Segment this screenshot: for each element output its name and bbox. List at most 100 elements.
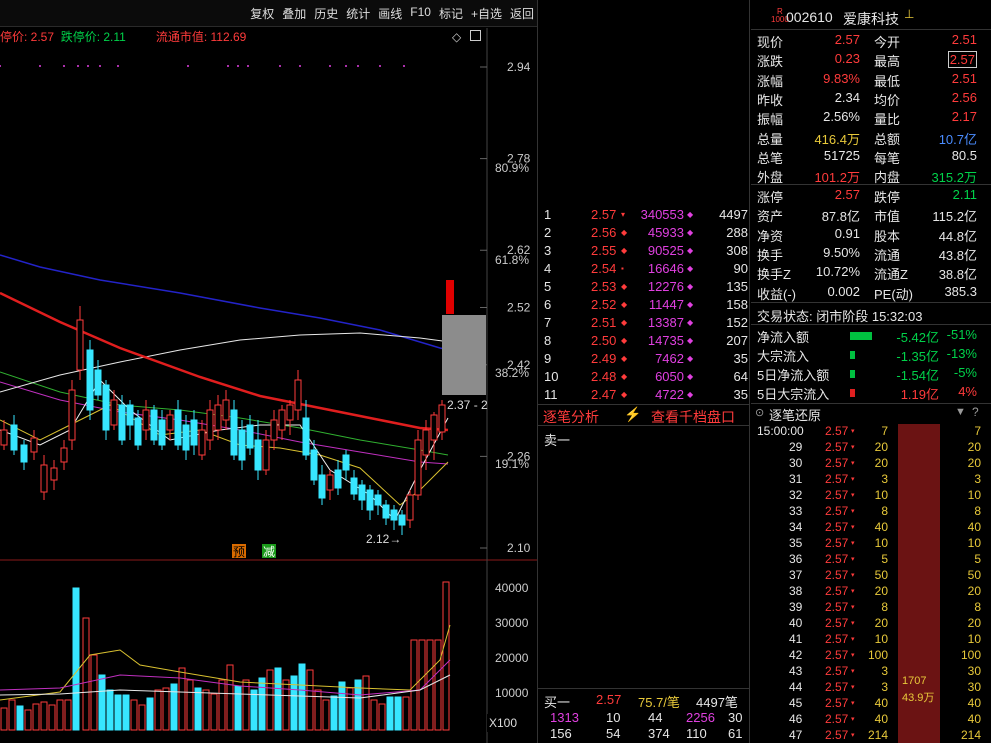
quote-label: 内盘 [874, 170, 901, 186]
level-diamond-icon: ◆ [687, 264, 694, 273]
toolbar-btn-6[interactable]: 标记 [438, 7, 463, 21]
float-market-cap: 流通市值: 112.69 [155, 30, 247, 44]
vol-tick-label: 40000 [495, 581, 529, 595]
help-icon[interactable]: ? [972, 405, 979, 419]
tick-mark-icon: ▾ [851, 428, 855, 435]
volume-bar [32, 703, 40, 731]
volume-bar [82, 617, 90, 731]
level-price: 2.51 [591, 315, 617, 330]
toolbar-btn-5[interactable]: F10 [410, 5, 431, 19]
vol-tick-label: 30000 [495, 616, 529, 630]
quote-value: 9.50% [823, 244, 860, 260]
tick-time: 15:00:00 [757, 424, 804, 438]
tick-row: 46 2.57 ▾ 40 40 [751, 712, 991, 728]
level-number: 2 [544, 225, 552, 240]
filter-icon[interactable]: ▼ [955, 406, 966, 418]
tick-count: 20 [967, 584, 981, 598]
toolbar-btn-0[interactable]: 复权 [250, 7, 275, 21]
toolbar-btn-3[interactable]: 统计 [346, 7, 371, 21]
order-level-row[interactable]: 4 2.54 ▪ 16646 ◆ 90 [538, 261, 749, 279]
tick-count: 10 [967, 632, 981, 646]
level-count: 158 [726, 297, 748, 312]
badge-jian: 减 [263, 545, 275, 559]
level-mark-icon: ◆ [621, 246, 628, 255]
volume-bar [258, 677, 266, 731]
collapse-icon[interactable]: ⊙ [755, 407, 765, 419]
candle-body [422, 429, 430, 456]
candle-body [366, 489, 374, 511]
kline-chart-panel[interactable]: 2.94 2.78 2.62 2.52 2.42 2.26 2.10 80.9% 61.8% 38… [0, 0, 538, 743]
tick-mark-icon: ▾ [851, 572, 855, 579]
tick-volume: 8 [881, 600, 888, 614]
order-level-row[interactable]: 8 2.50 ◆ 14735 ◆ 207 [538, 333, 749, 351]
diamond-icon[interactable]: ◇ [452, 30, 462, 44]
level-diamond-icon: ◆ [687, 228, 694, 237]
price-tick-label: 2.62 [507, 243, 531, 257]
tick-row: 15:00:00 2.57 ▾ 7 7 [751, 424, 991, 440]
tick-mark-icon: ▾ [851, 652, 855, 659]
order-level-row[interactable]: 1 2.57 ▾ 340553 ◆ 4497 [538, 207, 749, 225]
candle-body [68, 389, 76, 441]
tick-mark-icon: ▾ [851, 636, 855, 643]
buy-detail-value: 1313 [550, 710, 579, 725]
toolbar-btn-4[interactable]: 画线 [378, 7, 403, 21]
quote-label: 涨幅 [757, 73, 784, 89]
marker-dot [63, 65, 65, 67]
volume-bar [16, 705, 24, 731]
candle-body [214, 404, 222, 431]
toolbar-btn-2[interactable]: 历史 [314, 7, 339, 21]
candle-body [126, 404, 134, 426]
level-quantity: 16646 [647, 261, 684, 276]
window-icon[interactable] [470, 30, 481, 41]
order-level-row[interactable]: 9 2.49 ◆ 7462 ◆ 35 [538, 351, 749, 369]
candle-body [382, 504, 390, 519]
marker-dot [117, 65, 119, 67]
chart-toolbar: 复权 叠加 历史 统计 画线 F10 标记 +自选 返回 [0, 0, 537, 27]
tab-tick-analysis[interactable]: 逐笔分析 [543, 409, 599, 425]
volume-bar [40, 701, 48, 731]
quote-value: 2.57 [947, 51, 977, 69]
quote-label: 净资 [757, 228, 784, 244]
order-level-row[interactable]: 10 2.48 ◆ 6050 ◆ 64 [538, 369, 749, 387]
volume-bar [24, 709, 32, 731]
tick-mark-icon: ▾ [851, 492, 855, 499]
volume-bar [290, 675, 298, 731]
flow-pct: 4% [958, 384, 977, 399]
tick-time: 46 [789, 712, 803, 726]
level-quantity: 6050 [655, 369, 684, 384]
vol-tick-label: 10000 [495, 686, 529, 700]
level-price: 2.57 [591, 207, 617, 222]
level-count: 35 [733, 387, 748, 402]
flow-pct: -5% [953, 365, 977, 380]
quote-value: 385.3 [944, 283, 977, 299]
vol-ma-magenta [0, 659, 451, 696]
quote-label: 量比 [874, 112, 901, 128]
candle-body [166, 414, 174, 431]
order-level-row[interactable]: 11 2.47 ◆ 4722 ◆ 35 [538, 387, 749, 405]
candle-body [20, 444, 28, 463]
level-mark-icon: ◆ [621, 354, 628, 363]
tick-count: 3 [974, 472, 981, 486]
order-level-row[interactable]: 2 2.56 ◆ 45933 ◆ 288 [538, 225, 749, 243]
order-level-row[interactable]: 5 2.53 ◆ 12276 ◆ 135 [538, 279, 749, 297]
quote-value: 10.7亿 [938, 131, 977, 147]
order-level-row[interactable]: 7 2.51 ◆ 13387 ◆ 152 [538, 315, 749, 333]
kline-chart[interactable]: 2.94 2.78 2.62 2.52 2.42 2.26 2.10 80.9% 61.8% 38… [0, 0, 538, 743]
toolbar-btn-1[interactable]: 叠加 [282, 7, 307, 21]
tick-time: 41 [789, 632, 803, 646]
order-level-row[interactable]: 6 2.52 ◆ 11447 ◆ 158 [538, 297, 749, 315]
level-count: 64 [733, 369, 748, 384]
toolbar-btn-8[interactable]: 返回 [509, 7, 534, 21]
candle-body [278, 409, 286, 431]
quote-value: 115.2亿 [932, 209, 977, 225]
order-level-row[interactable]: 3 2.55 ◆ 90525 ◆ 308 [538, 243, 749, 261]
pct-tick-label: 38.2% [495, 366, 529, 380]
tab-thousand-levels[interactable]: 查看千档盘口 [651, 409, 735, 425]
chip-icon[interactable]: ⊥ [904, 7, 915, 21]
tick-volume: 100 [867, 648, 888, 662]
flow-value: -5.42亿 [896, 330, 939, 345]
level-count: 152 [726, 315, 748, 330]
toolbar-btn-7[interactable]: +自选 [470, 7, 502, 21]
quote-label: 资产 [757, 209, 784, 225]
tick-time: 32 [789, 488, 803, 502]
